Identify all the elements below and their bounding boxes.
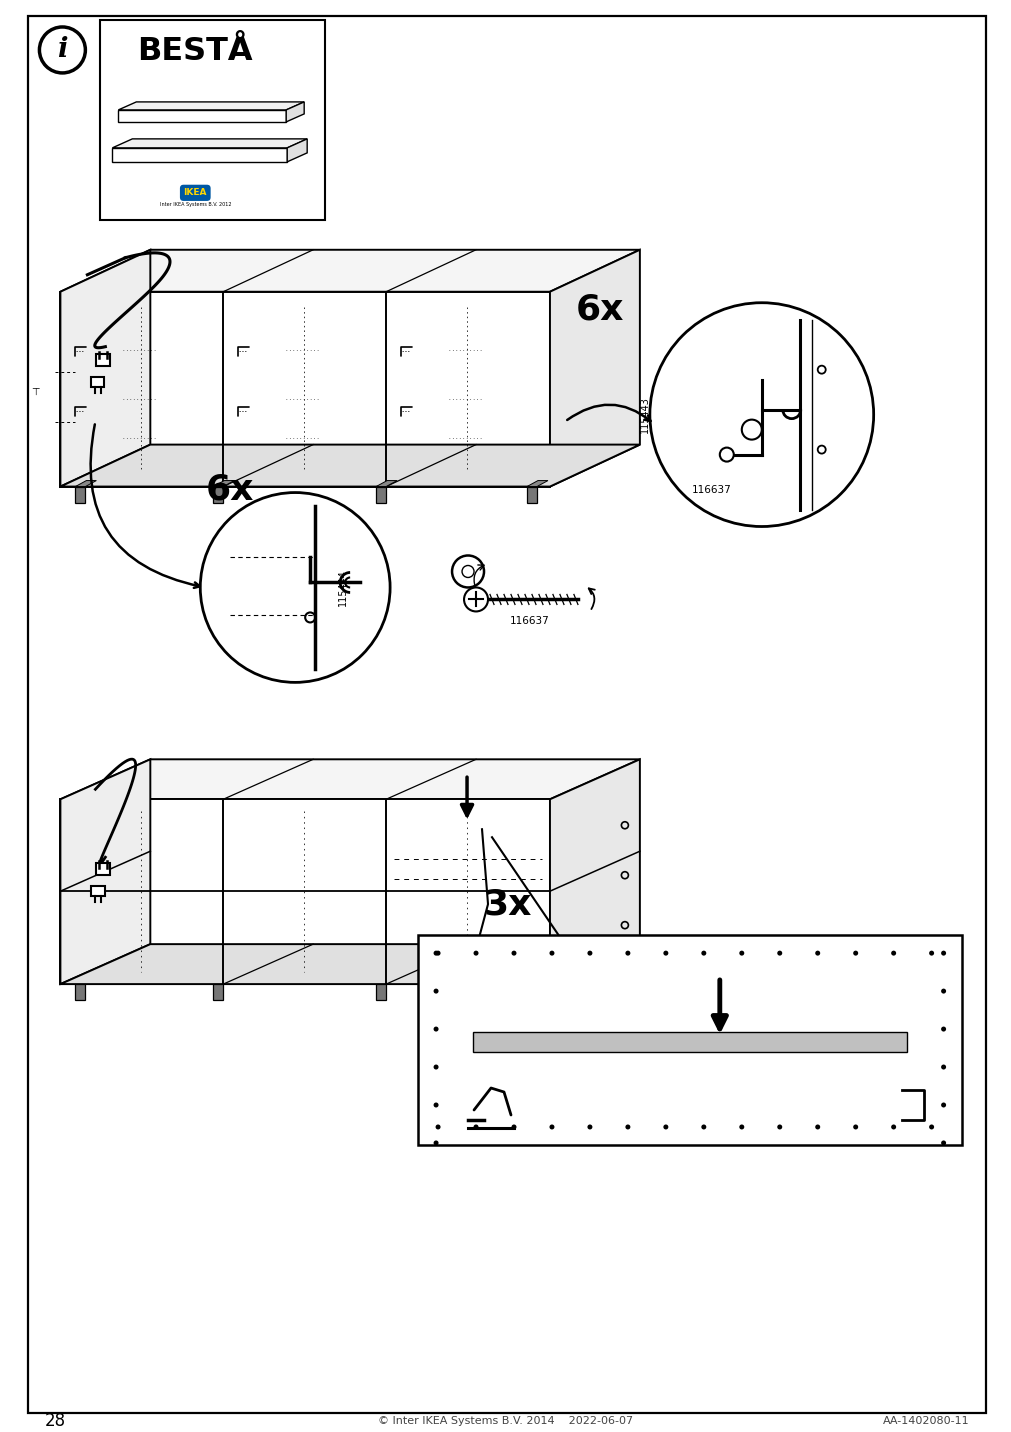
Circle shape <box>511 951 516 955</box>
Circle shape <box>741 420 761 440</box>
Circle shape <box>549 951 554 955</box>
Circle shape <box>701 1124 706 1130</box>
Circle shape <box>928 951 933 955</box>
Circle shape <box>891 951 896 955</box>
Polygon shape <box>118 110 286 122</box>
Circle shape <box>852 1124 857 1130</box>
Polygon shape <box>61 249 151 487</box>
Bar <box>91 886 105 896</box>
Circle shape <box>852 951 857 955</box>
Text: 116637: 116637 <box>510 616 549 626</box>
Text: AA-1402080-11: AA-1402080-11 <box>882 1416 969 1426</box>
Polygon shape <box>112 139 307 147</box>
Text: i: i <box>57 36 68 63</box>
Text: 28: 28 <box>44 1412 66 1429</box>
Polygon shape <box>287 139 307 162</box>
Bar <box>527 984 537 1000</box>
Circle shape <box>625 951 630 955</box>
Bar <box>472 1032 906 1053</box>
Circle shape <box>739 951 743 955</box>
Circle shape <box>433 988 438 994</box>
Circle shape <box>662 951 667 955</box>
Circle shape <box>464 587 487 611</box>
Bar <box>61 799 549 984</box>
Polygon shape <box>213 481 234 487</box>
Polygon shape <box>61 444 639 487</box>
Circle shape <box>815 951 819 955</box>
Circle shape <box>433 1027 438 1031</box>
Text: 115444: 115444 <box>338 569 348 606</box>
Bar <box>100 20 325 219</box>
Circle shape <box>473 1124 478 1130</box>
Circle shape <box>473 951 478 955</box>
Circle shape <box>940 1140 945 1146</box>
Text: Inter IKEA Systems B.V. 2012: Inter IKEA Systems B.V. 2012 <box>160 202 231 208</box>
Polygon shape <box>286 102 304 122</box>
Text: 3x: 3x <box>483 888 532 921</box>
Circle shape <box>433 1064 438 1070</box>
Circle shape <box>200 493 389 683</box>
Circle shape <box>891 1124 896 1130</box>
Bar <box>213 487 223 503</box>
Circle shape <box>701 951 706 955</box>
Bar <box>418 935 960 1146</box>
Circle shape <box>940 951 945 955</box>
Circle shape <box>433 1140 438 1146</box>
Polygon shape <box>376 481 396 487</box>
Circle shape <box>435 951 440 955</box>
Bar <box>376 487 386 503</box>
Polygon shape <box>75 481 96 487</box>
Polygon shape <box>112 147 287 162</box>
Circle shape <box>433 1103 438 1107</box>
Circle shape <box>433 951 438 955</box>
Circle shape <box>586 1124 591 1130</box>
Polygon shape <box>61 759 151 984</box>
Text: ⊤: ⊤ <box>31 387 39 397</box>
Polygon shape <box>549 249 639 487</box>
Polygon shape <box>61 944 639 984</box>
Circle shape <box>625 1124 630 1130</box>
Bar <box>96 863 110 875</box>
Bar <box>527 487 537 503</box>
Bar <box>96 354 110 365</box>
Circle shape <box>940 1064 945 1070</box>
Bar <box>75 984 85 1000</box>
Circle shape <box>452 556 483 587</box>
Circle shape <box>649 302 872 527</box>
Circle shape <box>719 448 733 461</box>
Circle shape <box>549 1124 554 1130</box>
Circle shape <box>511 1124 516 1130</box>
Bar <box>213 984 223 1000</box>
Bar <box>91 377 104 387</box>
Circle shape <box>940 1027 945 1031</box>
Text: BESTÅ: BESTÅ <box>137 36 253 67</box>
Circle shape <box>928 1124 933 1130</box>
Text: 6x: 6x <box>575 292 624 326</box>
Text: 116637: 116637 <box>692 484 731 494</box>
Circle shape <box>662 1124 667 1130</box>
Text: 115443: 115443 <box>639 397 649 432</box>
Circle shape <box>739 1124 743 1130</box>
Bar <box>61 292 549 487</box>
Text: IKEA: IKEA <box>183 189 207 198</box>
Polygon shape <box>527 481 547 487</box>
Polygon shape <box>549 759 639 984</box>
Text: 6x: 6x <box>206 473 254 507</box>
Circle shape <box>776 1124 782 1130</box>
Text: © Inter IKEA Systems B.V. 2014    2022-06-07: © Inter IKEA Systems B.V. 2014 2022-06-0… <box>378 1416 633 1426</box>
Polygon shape <box>61 759 639 799</box>
Bar <box>376 984 386 1000</box>
Circle shape <box>940 1103 945 1107</box>
Polygon shape <box>61 249 639 292</box>
Circle shape <box>776 951 782 955</box>
Polygon shape <box>118 102 304 110</box>
Circle shape <box>586 951 591 955</box>
Circle shape <box>435 1124 440 1130</box>
Circle shape <box>940 988 945 994</box>
Bar <box>75 487 85 503</box>
Circle shape <box>815 1124 819 1130</box>
